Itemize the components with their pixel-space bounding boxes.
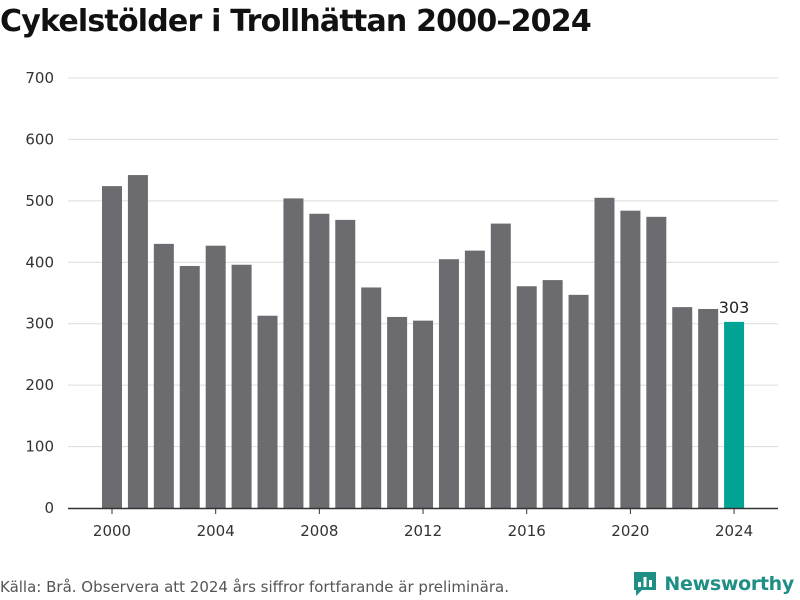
x-tick-label: 2012 [404, 522, 442, 540]
bar [205, 245, 226, 508]
bar [646, 216, 667, 509]
brand-name: Newsworthy [664, 573, 794, 595]
data-label: 303 [719, 298, 750, 317]
newsworthy-logo-icon [634, 572, 657, 596]
bar [698, 308, 719, 508]
bar [153, 243, 174, 508]
y-tick-label: 200 [25, 376, 54, 394]
bar [361, 287, 382, 508]
axes [68, 507, 778, 514]
x-tick-label: 2020 [611, 522, 649, 540]
x-tick-label: 2024 [715, 522, 753, 540]
bar [542, 280, 563, 508]
x-tick-label: 2016 [508, 522, 546, 540]
y-tick-label: 0 [44, 499, 54, 517]
bar-highlight [724, 321, 745, 508]
bar [127, 175, 148, 509]
y-tick-label: 700 [25, 69, 54, 87]
bar [179, 265, 200, 508]
y-tick-label: 100 [25, 438, 54, 456]
y-tick-label: 400 [25, 253, 54, 271]
bar [102, 186, 122, 508]
bar [672, 307, 693, 508]
brand-logo: Newsworthy [632, 570, 794, 598]
bar [413, 320, 434, 508]
chart-title: Cykelstölder i Trollhättan 2000–2024 [0, 4, 592, 39]
bar [620, 210, 641, 508]
x-tick-label: 2004 [197, 522, 235, 540]
bar [594, 197, 615, 509]
labels: 0 100 200 300 400 500 600 700 303 2000 2004 2008 201… [25, 69, 753, 540]
bar [283, 198, 304, 508]
bar [335, 219, 356, 508]
bars [102, 175, 745, 509]
bar [309, 213, 330, 508]
bar [568, 294, 589, 508]
bar [438, 259, 459, 508]
y-tick-label: 500 [25, 192, 54, 210]
bar [490, 223, 511, 509]
x-tick-label: 2000 [93, 522, 131, 540]
y-tick-label: 600 [25, 130, 54, 148]
bar [464, 250, 485, 508]
bar [516, 286, 537, 508]
bar [231, 264, 252, 508]
x-tick-label: 2008 [300, 522, 338, 540]
bar [257, 315, 278, 508]
bar [387, 316, 408, 508]
source-note: Källa: Brå. Observera att 2024 års siffr… [0, 578, 509, 596]
y-tick-label: 300 [25, 315, 54, 333]
